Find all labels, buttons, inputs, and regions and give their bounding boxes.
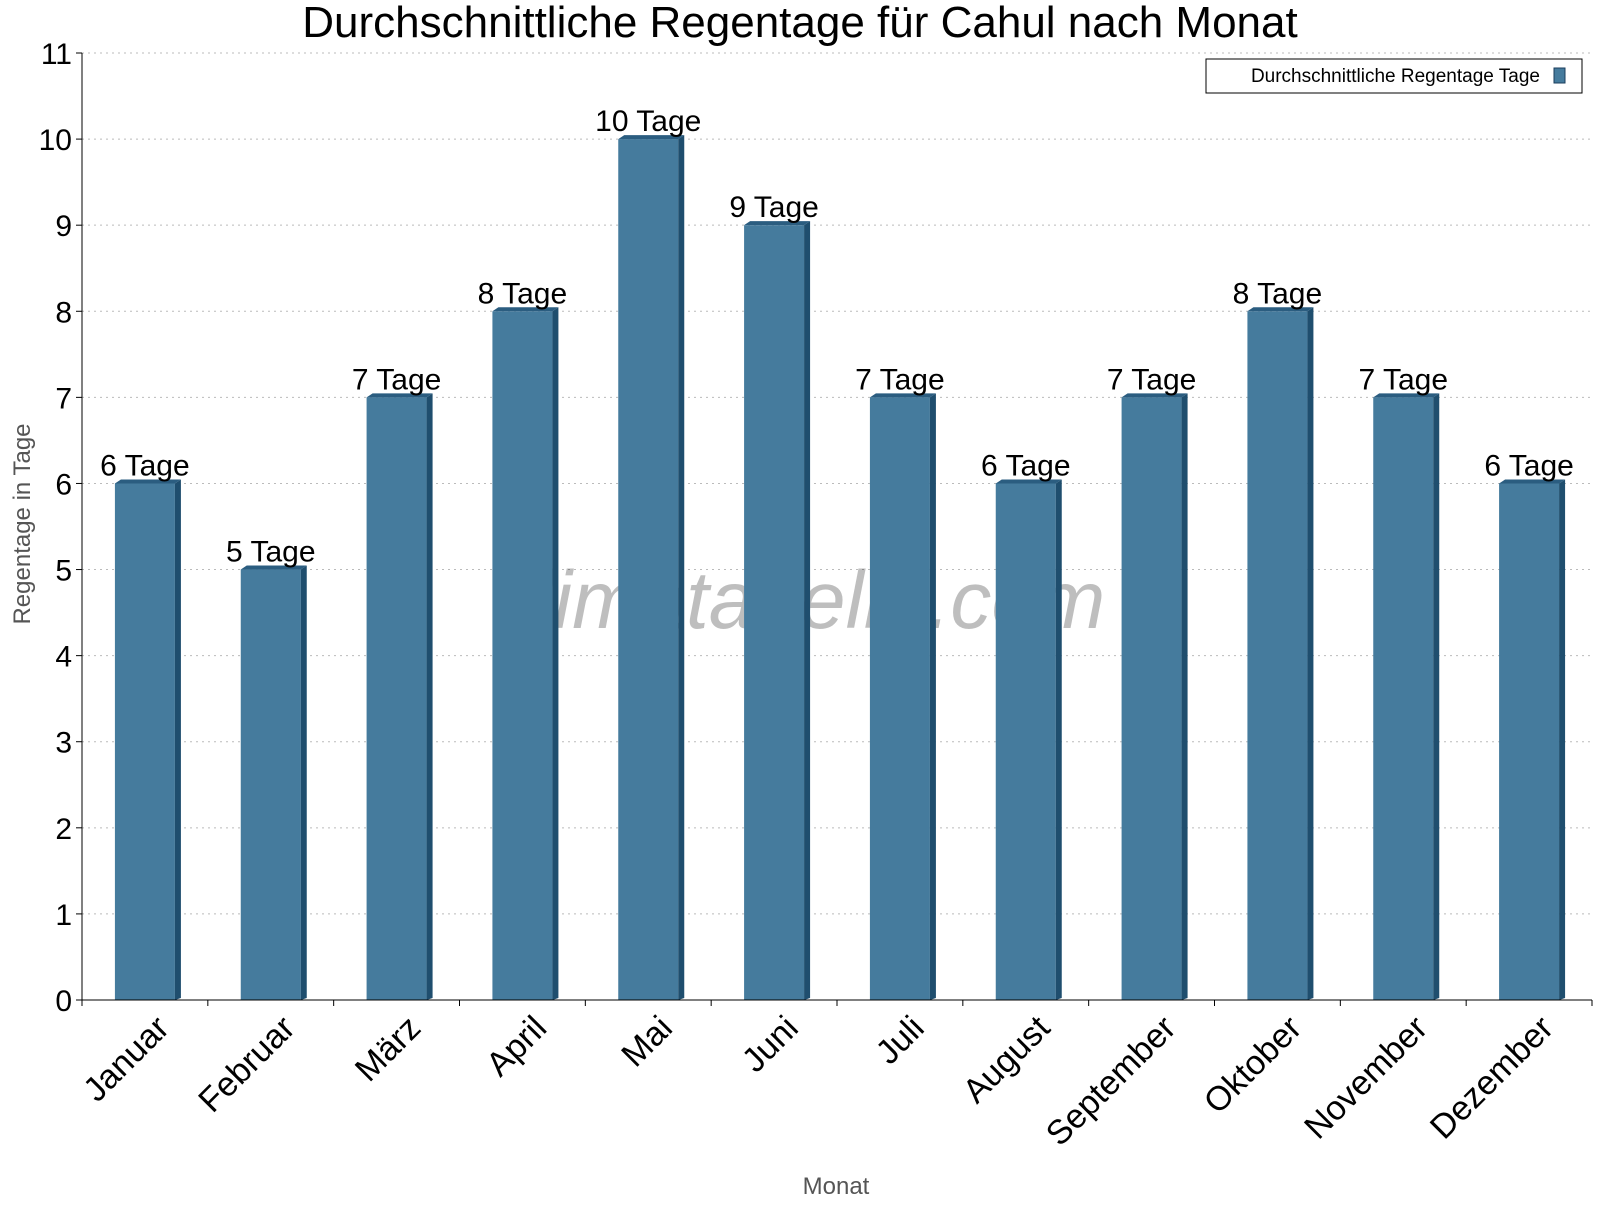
- bar-side: [1433, 393, 1440, 1000]
- bar-top: [1373, 393, 1440, 398]
- x-tick-label: Januar: [76, 1009, 176, 1109]
- bar-top: [1499, 479, 1566, 484]
- data-label: 6 Tage: [981, 449, 1071, 482]
- y-tick-label: 3: [55, 727, 72, 760]
- x-tick-label: Dezember: [1423, 1009, 1561, 1147]
- bar: [744, 225, 805, 1000]
- y-tick-label: 9: [55, 210, 72, 243]
- bar-top: [492, 307, 559, 312]
- data-label: 6 Tage: [100, 449, 190, 482]
- legend-box: [1205, 58, 1583, 94]
- data-label: 5 Tage: [226, 536, 316, 569]
- bar-side: [1055, 479, 1062, 1000]
- bar: [114, 483, 175, 1000]
- bar-top: [240, 565, 307, 570]
- bar-side: [929, 393, 936, 1000]
- bar-side: [426, 393, 433, 1000]
- x-tick-label: September: [1039, 1009, 1183, 1153]
- y-tick-label: 2: [55, 813, 72, 846]
- legend-label: Durchschnittliche Regentage Tage: [1251, 66, 1540, 87]
- y-tick-label: 1: [55, 899, 72, 932]
- bar-side: [1181, 393, 1188, 1000]
- bar-top: [1247, 307, 1314, 312]
- bar-top: [869, 393, 936, 398]
- data-label: 8 Tage: [1233, 277, 1323, 310]
- y-tick-label: 8: [55, 296, 72, 329]
- y-axis-label: Regentage in Tage: [9, 423, 36, 624]
- bar: [1373, 397, 1434, 1000]
- bar-top: [366, 393, 433, 398]
- x-tick-label: November: [1297, 1009, 1435, 1147]
- bar-side: [1307, 307, 1314, 1001]
- legend: Durchschnittliche Regentage Tage: [1205, 58, 1583, 94]
- bar: [1121, 397, 1182, 1000]
- x-tick-label: April: [479, 1009, 554, 1084]
- data-label: 7 Tage: [1107, 363, 1197, 396]
- bar-top: [995, 479, 1062, 484]
- y-tick-label: 7: [55, 382, 72, 415]
- bar-side: [804, 221, 811, 1000]
- y-tick-label: 10: [39, 124, 72, 157]
- bar: [492, 311, 553, 1001]
- bar-top: [744, 221, 811, 226]
- x-tick-label: März: [348, 1009, 428, 1089]
- data-label: 9 Tage: [729, 191, 819, 224]
- bar: [1247, 311, 1308, 1001]
- x-tick-label: Juli: [869, 1009, 932, 1072]
- bar: [1499, 483, 1560, 1000]
- bar-top: [618, 135, 685, 140]
- x-tick-label: Oktober: [1197, 1009, 1309, 1121]
- x-axis-label: Monat: [803, 1173, 870, 1200]
- chart-title: Durchschnittliche Regentage für Cahul na…: [302, 0, 1297, 47]
- data-label: 8 Tage: [478, 277, 568, 310]
- bar: [869, 397, 930, 1000]
- bar: [618, 139, 679, 1000]
- y-tick-label: 11: [41, 38, 72, 71]
- bar-top: [1121, 393, 1188, 398]
- y-tick-label: 6: [55, 468, 72, 501]
- data-label: 10 Tage: [595, 105, 701, 138]
- data-labels: 6 Tage 5 Tage 7 Tage 8 Tage 10 Tage 9 Tage 7 T…: [100, 105, 1574, 568]
- legend-swatch: [1553, 67, 1566, 84]
- grid: [82, 52, 1592, 915]
- data-label: 7 Tage: [352, 363, 442, 396]
- bar: [240, 569, 301, 1000]
- bar-side: [1559, 479, 1566, 1000]
- bar-top: [114, 479, 181, 484]
- data-label: 7 Tage: [855, 363, 945, 396]
- y-tick-label: 4: [55, 641, 72, 674]
- bar: [366, 397, 427, 1000]
- bar-side: [300, 565, 307, 1000]
- bar-side: [552, 307, 559, 1001]
- bar-side: [174, 479, 181, 1000]
- x-tick-label: Mai: [614, 1009, 680, 1075]
- x-tick-label: Juni: [735, 1009, 806, 1080]
- bars: [114, 135, 1566, 1001]
- x-tick-label: Februar: [191, 1009, 302, 1120]
- bar: [995, 483, 1056, 1000]
- y-tick-label: 0: [55, 985, 72, 1018]
- x-tick-label: August: [956, 1008, 1058, 1110]
- data-label: 7 Tage: [1358, 363, 1448, 396]
- data-label: 6 Tage: [1484, 449, 1574, 482]
- bar-side: [678, 135, 685, 1000]
- y-tick-label: 5: [55, 555, 72, 588]
